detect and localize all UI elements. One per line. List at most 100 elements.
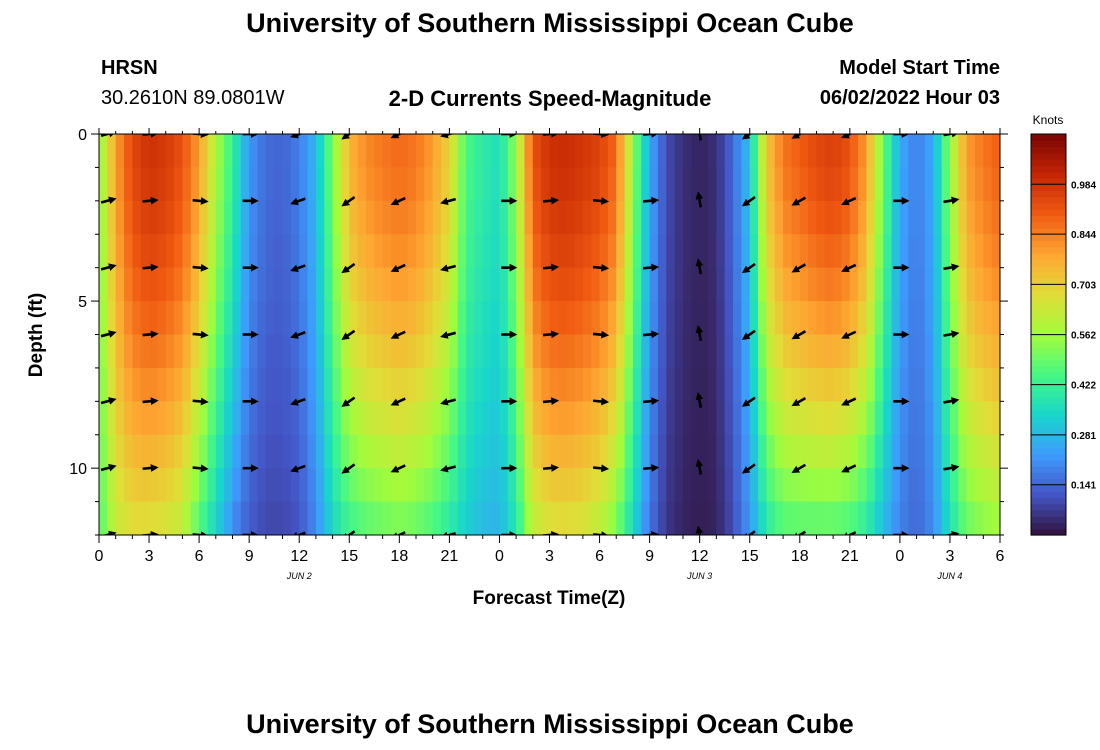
- heatmap-cell: [591, 367, 601, 402]
- heatmap-cell: [390, 367, 400, 402]
- heatmap-cell: [641, 401, 651, 436]
- heatmap-cell: [182, 367, 192, 402]
- heatmap-cell: [566, 200, 576, 235]
- heatmap-cell: [708, 334, 717, 369]
- heatmap-cell: [808, 134, 818, 169]
- current-vector: [290, 531, 306, 535]
- date-label: JUN 3: [686, 571, 712, 581]
- heatmap-cell: [466, 501, 476, 535]
- heatmap-cell: [741, 267, 751, 302]
- heatmap-cell: [891, 401, 901, 436]
- heatmap-cell: [432, 501, 442, 535]
- heatmap-cell: [441, 301, 450, 336]
- heatmap-cell: [574, 200, 584, 235]
- heatmap-cell: [132, 267, 142, 302]
- heatmap-cell: [474, 468, 484, 503]
- current-vector: [943, 196, 960, 205]
- heatmap-cell: [115, 367, 125, 402]
- colorbar-tick-label: 0.281: [1071, 431, 1096, 442]
- heatmap-cell: [799, 401, 809, 436]
- heatmap-cell: [516, 501, 526, 535]
- heatmap-cell: [599, 301, 609, 336]
- heatmap-cell: [874, 434, 884, 469]
- heatmap-cell: [140, 501, 150, 535]
- heatmap-cell: [282, 401, 292, 436]
- colorbar-swatch: [1031, 516, 1066, 524]
- heatmap-cell: [499, 434, 509, 469]
- heatmap-cell: [641, 234, 651, 269]
- current-vector: [192, 397, 209, 406]
- current-vector: [695, 525, 704, 535]
- heatmap-cell: [357, 167, 367, 202]
- heatmap-cell: [983, 401, 993, 436]
- heatmap-cell: [165, 167, 175, 202]
- heatmap-cell: [249, 234, 259, 269]
- heatmap-cell: [199, 234, 209, 269]
- heatmap-cell: [591, 134, 601, 169]
- heatmap-cell: [390, 434, 400, 469]
- heatmap-cell: [165, 234, 175, 269]
- heatmap-cell: [924, 301, 934, 336]
- heatmap-cell: [340, 367, 350, 402]
- heatmap-cell: [582, 167, 592, 202]
- heatmap-cell: [716, 434, 726, 469]
- heatmap-cell: [199, 367, 209, 402]
- heatmap-cell: [649, 468, 659, 503]
- heatmap-cell: [899, 401, 909, 436]
- heatmap-cell: [741, 401, 751, 436]
- heatmap-cell: [107, 401, 117, 436]
- heatmap-cell: [174, 367, 184, 402]
- heatmap-cell: [124, 301, 133, 336]
- heatmap-cell: [958, 234, 968, 269]
- heatmap-cell: [916, 334, 926, 369]
- heatmap-cell: [883, 301, 893, 336]
- heatmap-cell: [541, 367, 551, 402]
- heatmap-cell: [891, 301, 901, 336]
- heatmap-cell: [708, 234, 717, 269]
- heatmap-cell: [157, 334, 167, 369]
- heatmap-cell: [382, 468, 392, 503]
- heatmap-cell: [516, 200, 526, 235]
- heatmap-cell: [466, 367, 476, 402]
- heatmap-cell: [416, 234, 425, 269]
- heatmap-cell: [607, 234, 617, 269]
- heatmap-cell: [174, 468, 184, 503]
- heatmap-cell: [899, 334, 909, 369]
- heatmap-cell: [507, 134, 517, 169]
- heatmap-cell: [357, 267, 367, 302]
- current-vector: [695, 325, 704, 342]
- heatmap-cell: [349, 200, 359, 235]
- heatmap-cell: [249, 434, 259, 469]
- heatmap-cell: [407, 401, 417, 436]
- heatmap-cell: [174, 234, 184, 269]
- heatmap-cell: [491, 267, 501, 302]
- current-vector: [390, 263, 406, 272]
- heatmap-cell: [215, 434, 225, 469]
- heatmap-cell: [190, 301, 200, 336]
- heatmap-cell: [799, 367, 809, 402]
- heatmap-cell: [524, 134, 534, 169]
- heatmap-cell: [616, 167, 626, 202]
- heatmap-cell: [682, 301, 692, 336]
- heatmap-cell: [299, 434, 309, 469]
- heatmap-cell: [457, 501, 467, 535]
- heatmap-cell: [808, 401, 818, 436]
- heatmap-cell: [557, 301, 567, 336]
- heatmap-cell: [991, 334, 1000, 369]
- heatmap-cell: [182, 401, 192, 436]
- heatmap-cell: [449, 167, 459, 202]
- heatmap-cell: [966, 134, 976, 169]
- heatmap-cell: [699, 367, 709, 402]
- heatmap-cell: [416, 367, 425, 402]
- heatmap-cell: [115, 134, 125, 169]
- heatmap-cell: [816, 167, 826, 202]
- heatmap-cell: [899, 267, 909, 302]
- heatmap-cell: [474, 267, 484, 302]
- heatmap-cell: [307, 434, 317, 469]
- heatmap-cell: [566, 501, 576, 535]
- heatmap-cell: [215, 501, 225, 535]
- heatmap-cell: [249, 401, 259, 436]
- colorbar-swatch: [1031, 303, 1066, 311]
- heatmap-cell: [524, 501, 534, 535]
- heatmap-cell: [833, 301, 843, 336]
